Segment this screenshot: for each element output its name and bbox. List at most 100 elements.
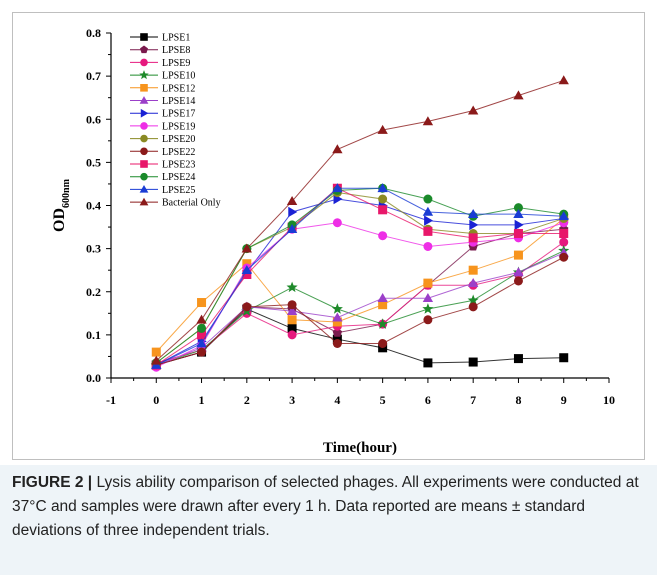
data-point-lpse10	[287, 282, 298, 293]
x-tick-label: 3	[289, 393, 295, 407]
data-point-lpse22	[559, 253, 568, 262]
data-point-lpse17	[515, 220, 524, 230]
data-point-lpse23	[423, 227, 432, 236]
data-point-lpse20	[378, 195, 387, 204]
data-point-bacterial-only	[513, 90, 523, 99]
data-point-lpse22	[378, 339, 387, 348]
legend-marker-lpse1	[140, 33, 148, 41]
series-line-lpse22	[156, 257, 563, 365]
y-tick-label: 0.2	[86, 285, 101, 299]
data-point-lpse1	[423, 358, 432, 367]
data-point-bacterial-only	[468, 105, 478, 114]
legend-label-lpse20: LPSE20	[162, 134, 195, 145]
data-point-lpse1	[559, 353, 568, 362]
data-point-bacterial-only	[196, 315, 206, 324]
x-tick-label: 9	[561, 393, 567, 407]
data-point-lpse12	[197, 298, 206, 307]
data-point-lpse22	[288, 300, 297, 309]
x-tick-label: 6	[425, 393, 431, 407]
data-point-lpse22	[514, 276, 523, 285]
legend-marker-bacterial-only	[140, 198, 149, 206]
legend-marker-lpse23	[140, 160, 148, 168]
legend-marker-lpse17	[141, 109, 149, 118]
legend-marker-lpse9	[140, 59, 148, 67]
legend-label-lpse22: LPSE22	[162, 147, 195, 158]
data-point-lpse22	[423, 315, 432, 324]
data-point-lpse19	[378, 231, 387, 240]
legend-label-lpse12: LPSE12	[162, 83, 195, 94]
y-tick-label: 0.8	[86, 26, 101, 40]
legend-label-lpse24: LPSE24	[162, 172, 195, 183]
y-tick-label: 0.5	[86, 155, 101, 169]
series-line-lpse25	[156, 188, 563, 365]
y-tick-label: 0.0	[86, 371, 101, 385]
legend-label-lpse17: LPSE17	[162, 109, 195, 120]
x-tick-label: 1	[199, 393, 205, 407]
legend-label-lpse14: LPSE14	[162, 96, 195, 107]
y-tick-label: 0.3	[86, 242, 101, 256]
data-point-lpse12	[514, 251, 523, 260]
caption-label: FIGURE 2 |	[12, 474, 92, 491]
x-tick-label: 5	[380, 393, 386, 407]
data-point-lpse24	[197, 324, 206, 333]
data-point-lpse14	[423, 293, 433, 302]
legend-marker-lpse22	[140, 148, 148, 156]
legend-label-lpse8: LPSE8	[162, 45, 190, 56]
figure-caption: FIGURE 2 | Lysis ability comparison of s…	[12, 471, 647, 543]
line-chart: -1 0 1 2 3 4 5 6 7 8 9 100.00.10.20.30.40.50.60.70.…	[0, 0, 657, 465]
legend-marker-lpse24	[140, 173, 148, 181]
data-point-lpse17	[288, 207, 297, 217]
legend-marker-lpse8	[140, 46, 148, 54]
x-tick-label: 4	[334, 393, 340, 407]
legend-marker-lpse12	[140, 84, 148, 92]
x-tick-label: -1	[106, 393, 116, 407]
data-point-lpse19	[423, 242, 432, 251]
legend-label-lpse19: LPSE19	[162, 121, 195, 132]
series-line-lpse8	[156, 229, 563, 365]
legend-label-lpse10: LPSE10	[162, 71, 195, 82]
data-point-lpse10	[332, 303, 343, 314]
legend-label-lpse25: LPSE25	[162, 185, 195, 196]
data-point-lpse22	[242, 302, 251, 311]
x-tick-label: 2	[244, 393, 250, 407]
y-tick-label: 0.1	[86, 328, 101, 342]
x-tick-label: 8	[515, 393, 521, 407]
y-tick-label: 0.6	[86, 112, 101, 126]
data-point-lpse12	[423, 279, 432, 288]
data-point-lpse22	[469, 302, 478, 311]
legend-marker-lpse19	[140, 122, 148, 130]
series-line-lpse23	[156, 188, 563, 365]
y-tick-label: 0.4	[86, 199, 101, 213]
data-point-lpse12	[469, 266, 478, 275]
legend-label-bacterial-only: Bacterial Only	[162, 198, 221, 209]
legend-label-lpse9: LPSE9	[162, 58, 190, 69]
y-axis-title: OD600nm	[51, 178, 72, 232]
data-point-lpse19	[333, 218, 342, 227]
data-point-lpse23	[469, 233, 478, 242]
series-line-lpse14	[156, 253, 563, 365]
legend-label-lpse23: LPSE23	[162, 160, 195, 171]
data-point-lpse23	[559, 229, 568, 238]
data-point-lpse22	[333, 339, 342, 348]
data-point-bacterial-only	[559, 75, 569, 84]
data-point-lpse23	[378, 205, 387, 214]
x-tick-label: 10	[603, 393, 615, 407]
data-point-lpse24	[423, 195, 432, 204]
legend-marker-lpse14	[140, 96, 149, 104]
data-point-lpse9	[288, 330, 297, 339]
y-tick-label: 0.7	[86, 69, 101, 83]
data-point-lpse17	[424, 215, 433, 225]
x-tick-label: 7	[470, 393, 476, 407]
data-point-lpse14	[377, 293, 387, 302]
data-point-bacterial-only	[332, 144, 342, 153]
data-point-lpse12	[288, 315, 297, 324]
data-point-lpse10	[422, 303, 433, 314]
x-axis-title: Time(hour)	[323, 440, 397, 456]
data-point-lpse17	[469, 220, 478, 230]
data-point-lpse25	[468, 209, 478, 218]
legend-marker-lpse25	[140, 185, 149, 193]
data-point-lpse23	[514, 229, 523, 238]
data-point-lpse22	[197, 348, 206, 357]
caption-body: Lysis ability comparison of selected pha…	[12, 474, 639, 539]
